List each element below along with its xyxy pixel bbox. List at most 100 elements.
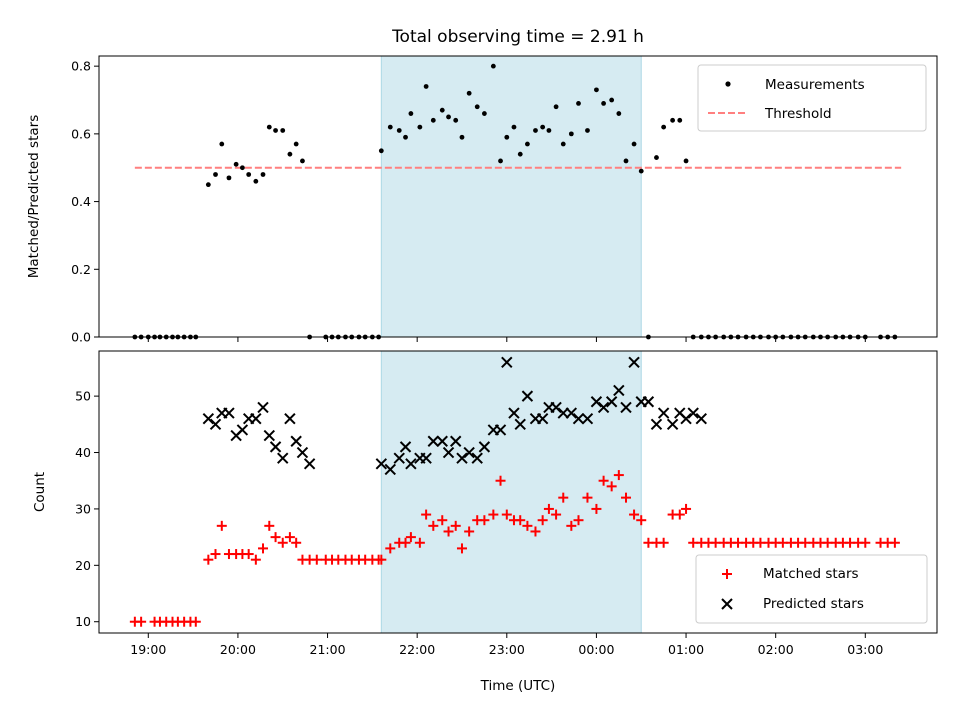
measurement-point <box>474 104 480 110</box>
marker-stroke <box>494 424 507 436</box>
predicted-star-marker <box>605 396 618 408</box>
predicted-star-marker <box>550 401 562 414</box>
y-tick-label: 0.0 <box>71 330 91 345</box>
matched-star-marker <box>428 520 439 531</box>
measurement-point <box>654 155 659 160</box>
matched-star-marker <box>582 492 593 503</box>
matched-star-marker <box>216 520 227 531</box>
matched-star-marker <box>658 537 669 548</box>
measurement-point <box>417 124 423 130</box>
predicted-star-marker <box>202 412 215 425</box>
measurement-point <box>233 161 239 167</box>
marker-stroke <box>508 407 520 419</box>
matched-star-marker <box>522 520 533 531</box>
x-tick-label: 02:00 <box>758 642 794 657</box>
marker-stroke <box>250 412 262 425</box>
marker-stroke <box>399 441 412 453</box>
measurement-point <box>280 128 286 133</box>
predicted-star-marker <box>650 418 663 431</box>
predicted-star-marker <box>514 418 526 431</box>
marker-stroke <box>257 401 269 414</box>
matched-star-marker <box>414 537 425 548</box>
predicted-star-marker <box>508 407 520 419</box>
measurement-point <box>661 124 667 130</box>
predicted-star-marker <box>463 446 475 459</box>
measurement-point <box>446 114 451 120</box>
marker-stroke <box>687 407 699 419</box>
observing-span <box>380 55 642 338</box>
predicted-star-marker <box>597 401 610 414</box>
predicted-star-marker <box>303 458 316 470</box>
matched-star-marker <box>606 481 617 492</box>
marker-stroke <box>514 418 526 431</box>
marker-stroke <box>236 424 249 436</box>
measurement-point <box>205 182 211 188</box>
marker-stroke <box>581 412 594 425</box>
marker-stroke <box>463 446 475 459</box>
matched-star-marker <box>443 526 454 537</box>
y-tick-label: 0.2 <box>71 262 91 277</box>
measurement-point <box>403 134 408 140</box>
x-tick-label: 22:00 <box>399 642 435 657</box>
y-tick-label: 20 <box>75 558 91 573</box>
predicted-star-marker <box>478 441 491 453</box>
matched-star-marker <box>636 515 647 526</box>
matched-star-marker <box>530 526 541 537</box>
matched-star-marker <box>573 515 584 526</box>
predicted-star-marker <box>296 446 309 459</box>
marker-stroke <box>695 412 707 425</box>
measurement-point <box>408 111 414 116</box>
marker-stroke <box>269 441 282 453</box>
matched-star-marker <box>566 520 577 531</box>
marker-stroke <box>666 418 679 431</box>
predicted-star-marker <box>666 418 679 431</box>
measurement-point <box>219 141 225 147</box>
marker-stroke <box>620 401 632 414</box>
ratio-panel: 0.0 0.2 0.4 0.6 0.8 Matched/Predicted stars Me… <box>26 55 938 345</box>
y-axis-label: Matched/Predicted stars <box>26 115 42 278</box>
matched-star-marker <box>421 509 432 520</box>
marker-stroke <box>393 452 405 464</box>
marker-stroke <box>628 356 640 368</box>
marker-stroke <box>605 396 618 408</box>
matched-star-marker <box>277 537 288 548</box>
measurement-point <box>439 107 445 113</box>
marker-stroke <box>456 452 468 464</box>
predicted-star-marker <box>521 390 534 402</box>
marker-stroke <box>550 401 562 414</box>
matched-star-marker <box>311 554 322 565</box>
predicted-star-marker <box>427 435 440 447</box>
measurement-point <box>287 151 293 157</box>
matched-star-marker <box>385 543 396 554</box>
measurement-point <box>546 128 552 133</box>
measurement-point <box>677 117 683 123</box>
matched-star-marker <box>456 543 467 554</box>
x-tick-label: 19:00 <box>130 642 166 657</box>
measurement-point <box>266 124 272 130</box>
matched-star-marker <box>270 532 281 543</box>
matched-star-marker <box>537 515 548 526</box>
legend-label-measurements: Measurements <box>765 77 865 93</box>
y-tick-label: 30 <box>75 501 91 516</box>
measurement-point <box>585 128 590 133</box>
matched-star-marker <box>860 537 871 548</box>
matched-star-marker <box>264 520 275 531</box>
predicted-star-marker <box>277 452 289 464</box>
predicted-star-marker <box>290 435 302 447</box>
matched-star-marker <box>405 532 416 543</box>
measurement-point <box>387 124 393 130</box>
predicted-star-marker <box>456 452 468 464</box>
predicted-star-marker <box>393 452 405 464</box>
predicted-star-marker <box>695 412 707 425</box>
chart-title: Total observing time = 2.91 h <box>391 27 644 47</box>
marker-stroke <box>657 407 670 419</box>
matched-star-marker <box>629 509 640 520</box>
plot-frame <box>98 55 938 338</box>
matched-star-marker <box>479 515 490 526</box>
x-tick-label: 00:00 <box>578 642 614 657</box>
predicted-star-marker <box>620 401 632 414</box>
measurement-point <box>631 141 637 147</box>
measurement-point <box>638 168 644 174</box>
predicted-star-marker <box>263 429 275 442</box>
x-tick-label: 20:00 <box>220 642 256 657</box>
